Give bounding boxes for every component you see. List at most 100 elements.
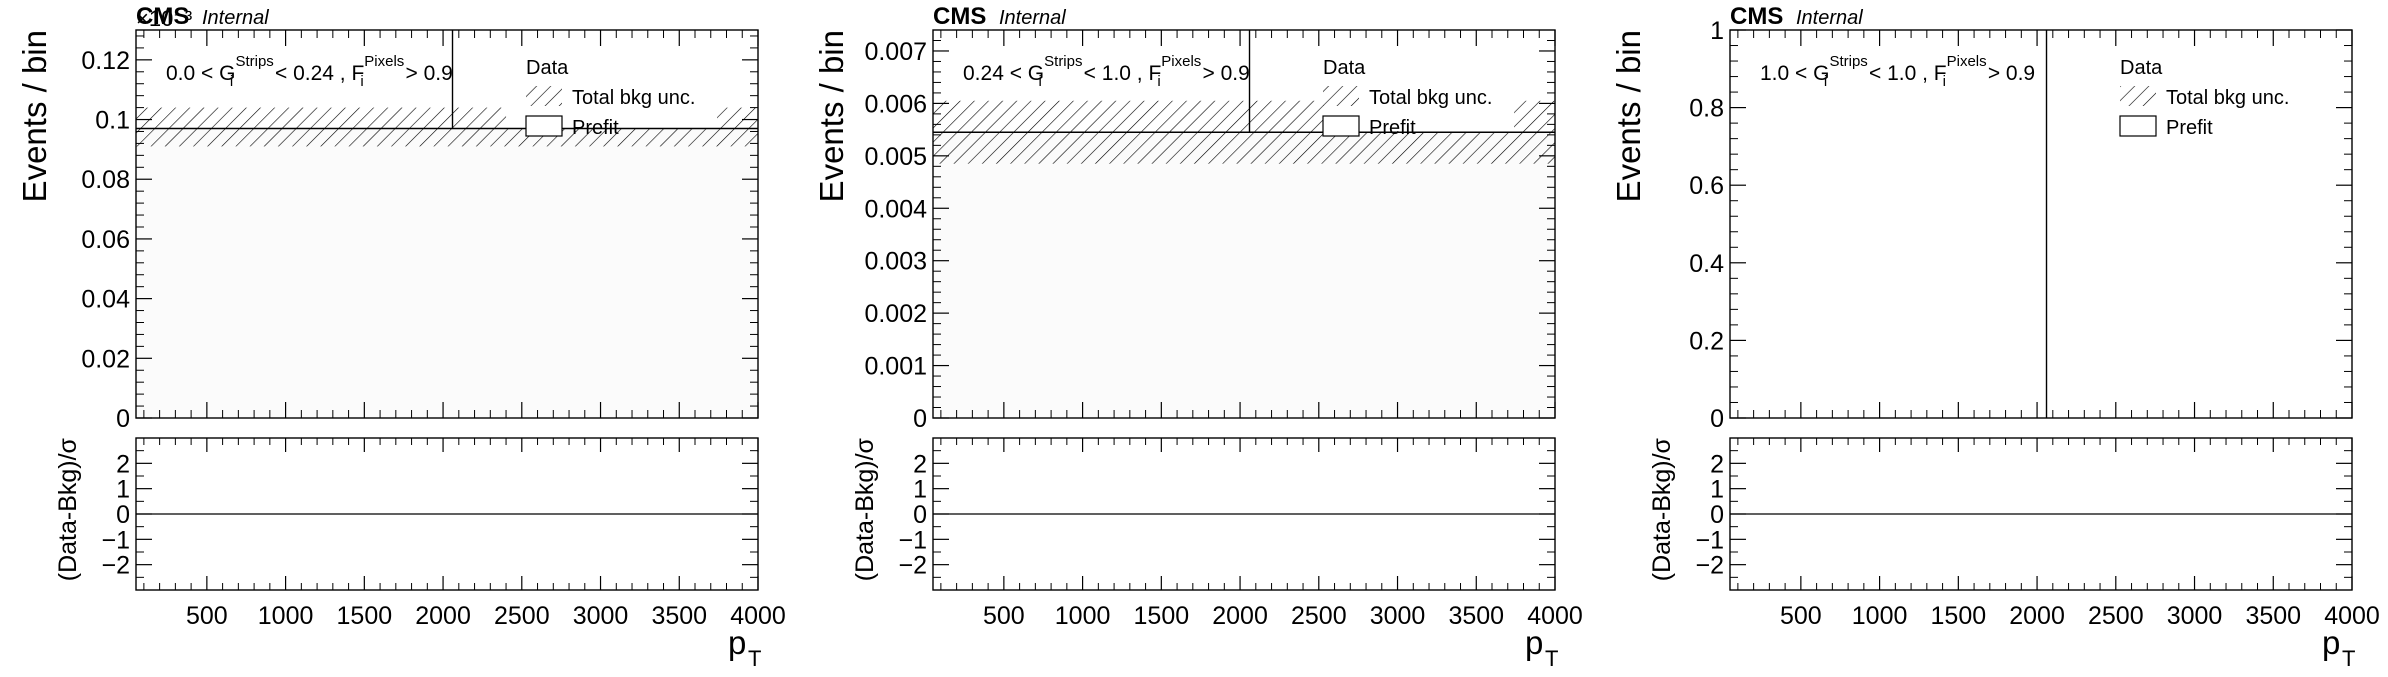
y-tick-label: 0.007 [864, 38, 927, 66]
y-tick-label: 0.003 [864, 248, 927, 276]
region-sub: i [1157, 73, 1160, 90]
ratio-y-tick-label: −2 [1695, 552, 1724, 580]
x-tick-label: 3500 [2245, 602, 2301, 630]
legend-hatch-swatch [526, 86, 562, 106]
ratio-y-tick-label: 1 [1710, 476, 1724, 504]
legend-hatch-swatch [2120, 86, 2156, 106]
cms-label: CMS [1730, 3, 1783, 30]
region-text: 0.0 < G [166, 62, 235, 85]
region-sub: i [1943, 73, 1946, 90]
y-tick-label: 0.004 [864, 195, 927, 223]
y-tick-label: 0.06 [81, 226, 130, 254]
ratio-y-tick-label: 2 [1710, 450, 1724, 478]
region-text: 1.0 < G [1760, 62, 1829, 85]
legend-data-label: Data [2120, 57, 2163, 79]
cms-label: CMS [933, 3, 986, 30]
ratio-y-tick-label: 0 [913, 501, 927, 529]
y-axis-title: Events / bin [16, 30, 53, 202]
ratio-y-tick-label: −2 [101, 552, 130, 580]
region-text: < 1.0 , F [1078, 62, 1161, 85]
region-label: 0.0 < GStrips i < 0.24 , FPixels i > 0.9 [166, 53, 453, 90]
y-tick-label: 0.006 [864, 90, 927, 118]
x-tick-label: 4000 [1527, 602, 1583, 630]
region-text: > 0.9 [1197, 62, 1250, 85]
x-tick-label: 2000 [1212, 602, 1268, 630]
x-tick-label: 500 [1780, 602, 1822, 630]
x-tick-label: 1500 [1931, 602, 1987, 630]
y-tick-label: 0.04 [81, 286, 130, 314]
x-tick-label: 3500 [1448, 602, 1504, 630]
x-tick-label: 1000 [258, 602, 314, 630]
y-tick-label: 0.2 [1689, 327, 1724, 355]
legend-prefit-swatch [525, 115, 563, 137]
ratio-y-tick-label: 0 [1710, 501, 1724, 529]
y-tick-label: 0 [1710, 405, 1724, 433]
region-sup: Strips [235, 53, 273, 70]
y-axis-title: Events / bin [813, 30, 850, 202]
region-label: 1.0 < GStrips i < 1.0 , FPixels i > 0.9 [1760, 53, 2035, 90]
y-tick-label: 0.001 [864, 353, 927, 381]
x-axis-title: p [1525, 624, 1543, 661]
x-tick-label: 3000 [2167, 602, 2223, 630]
y-tick-label: 0 [116, 405, 130, 433]
x-tick-label: 3500 [651, 602, 707, 630]
region-sup: Strips [1044, 53, 1082, 70]
legend-unc-label: Total bkg unc. [2166, 87, 2289, 109]
x-axis-title: p [728, 624, 746, 661]
x-axis-title-sub: T [748, 646, 761, 671]
region-sub: i [1038, 73, 1041, 90]
x-tick-label: 1000 [1852, 602, 1908, 630]
y-tick-label: 0.12 [81, 47, 130, 75]
y-tick-label: 0.4 [1689, 250, 1724, 278]
x-tick-label: 2500 [494, 602, 550, 630]
legend-prefit-label: Prefit [2166, 117, 2213, 139]
x-tick-label: 500 [186, 602, 228, 630]
main-frame [932, 29, 1556, 419]
cms-label: CMS [136, 3, 189, 30]
ratio-y-axis-title: (Data-Bkg)/σ [1648, 437, 1676, 581]
y-tick-label: 0.8 [1689, 95, 1724, 123]
x-tick-label: 1500 [1134, 602, 1190, 630]
x-tick-label: 2000 [415, 602, 471, 630]
y-tick-label: 0.6 [1689, 172, 1724, 200]
ratio-y-axis-title: (Data-Bkg)/σ [54, 437, 82, 581]
main-frame [135, 29, 759, 419]
x-axis-title: p [2322, 624, 2340, 661]
x-tick-label: 1500 [337, 602, 393, 630]
legend-prefit-label: Prefit [1369, 117, 1416, 139]
y-tick-label: 0.08 [81, 166, 130, 194]
region-sup: Strips [1829, 53, 1867, 70]
y-tick-label: 0.005 [864, 143, 927, 171]
prefit-fill [136, 128, 758, 418]
legend-hatch-swatch [1323, 86, 1359, 106]
x-tick-label: 2500 [2088, 602, 2144, 630]
y-tick-label: 0.002 [864, 300, 927, 328]
ratio-y-tick-label: 2 [913, 450, 927, 478]
ratio-y-tick-label: −1 [898, 526, 927, 554]
prefit-fill [933, 132, 1555, 419]
region-sup: Pixels [1947, 53, 1987, 70]
x-axis-title-sub: T [1545, 646, 1558, 671]
y-exponent-label: ×10⁻³ [136, 6, 192, 31]
legend-data-label: Data [1323, 57, 1366, 79]
legend-prefit-swatch [2119, 115, 2157, 137]
region-sub: i [360, 73, 363, 90]
region-text: 0.24 < G [963, 62, 1044, 85]
ratio-y-axis-title: (Data-Bkg)/σ [851, 437, 879, 581]
status-label: Internal [1796, 7, 1863, 29]
legend-prefit-swatch [1322, 115, 1360, 137]
region-text: > 0.9 [400, 62, 453, 85]
x-tick-label: 4000 [730, 602, 786, 630]
legend-data-label: Data [526, 57, 569, 79]
ratio-y-tick-label: −2 [898, 552, 927, 580]
x-tick-label: 500 [983, 602, 1025, 630]
region-text: < 0.24 , F [269, 62, 364, 85]
x-tick-label: 3000 [573, 602, 629, 630]
ratio-y-tick-label: −1 [1695, 526, 1724, 554]
ratio-y-tick-label: 0 [116, 501, 130, 529]
y-tick-label: 0 [913, 405, 927, 433]
region-label: 0.24 < GStrips i < 1.0 , FPixels i > 0.9 [963, 53, 1250, 90]
y-tick-label: 0.02 [81, 345, 130, 373]
